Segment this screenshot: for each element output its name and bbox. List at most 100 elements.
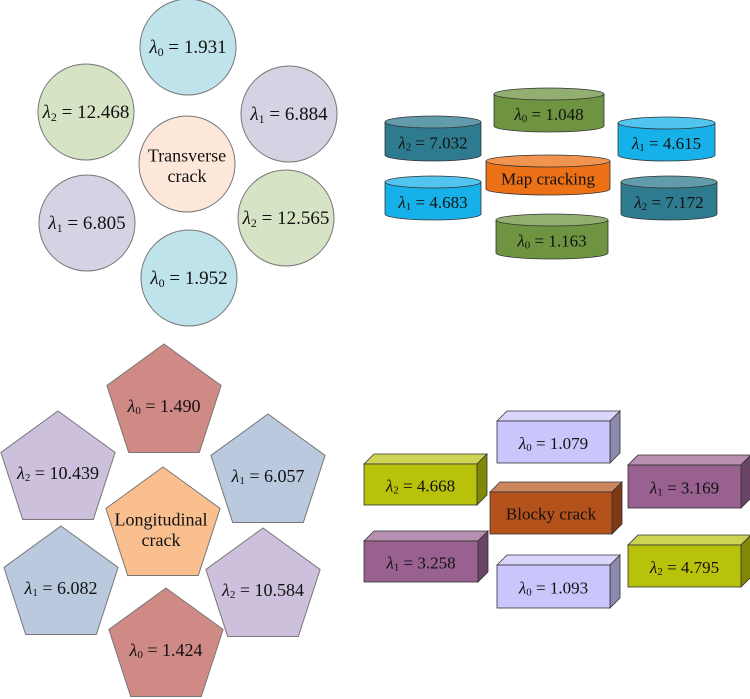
cylinder-top xyxy=(617,116,716,130)
cylinder-body xyxy=(384,121,482,162)
equals-sign: = xyxy=(164,37,184,58)
eigenvalue-value: 6.057 xyxy=(264,466,305,486)
eigenvalue-label: λ0 = 1.093 xyxy=(518,578,588,599)
lambda-subscript: 2 xyxy=(406,142,412,154)
box-node xyxy=(627,534,750,588)
lambda-symbol: λ xyxy=(221,580,230,600)
lambda-subscript: 0 xyxy=(526,587,532,599)
center-label: Transverse crack xyxy=(148,145,226,186)
equals-sign: = xyxy=(265,104,285,125)
circle-node xyxy=(38,174,136,272)
eigenvalue-value: 1.931 xyxy=(184,37,227,58)
box-node xyxy=(363,453,488,506)
eigenvalue-label: λ1 = 3.258 xyxy=(385,553,455,574)
equals-sign: = xyxy=(63,213,83,234)
box-side xyxy=(609,554,621,609)
equals-sign: = xyxy=(165,268,185,289)
box-top xyxy=(363,530,489,542)
eigenvalue-label: λ0 = 1.079 xyxy=(518,434,588,455)
lambda-subscript: 2 xyxy=(51,110,57,124)
box-top xyxy=(363,453,488,465)
circle-node xyxy=(240,65,338,163)
lambda-subscript: 2 xyxy=(230,589,236,601)
cylinder-body xyxy=(384,181,482,221)
eigenvalue-label: λ1 = 4.615 xyxy=(631,134,701,155)
eigenvalue-value: 1.424 xyxy=(162,640,203,660)
eigenvalue-value: 4.615 xyxy=(663,134,701,153)
eigenvalue-value: 6.082 xyxy=(57,578,98,598)
eigenvalue-value: 7.172 xyxy=(665,193,703,212)
lambda-subscript: 0 xyxy=(159,276,165,290)
lambda-subscript: 1 xyxy=(639,142,645,154)
lambda-symbol: λ xyxy=(127,396,136,416)
eigenvalue-label: λ2 = 12.565 xyxy=(242,208,330,231)
eigenvalue-label: λ0 = 1.952 xyxy=(149,268,227,291)
equals-sign: = xyxy=(532,434,550,453)
cylinder-top xyxy=(495,213,609,227)
transverse-center-circle xyxy=(138,115,236,213)
eigenvalue-value: 7.032 xyxy=(429,133,467,152)
equals-sign: = xyxy=(57,102,77,123)
eigenvalue-value: 1.490 xyxy=(160,396,201,416)
box-front xyxy=(627,544,742,588)
box-front xyxy=(496,420,611,464)
eigenvalue-label: λ2 = 4.795 xyxy=(649,558,719,579)
cylinder-top xyxy=(620,175,718,189)
eigenvalue-value: 6.884 xyxy=(285,104,328,125)
box-top xyxy=(489,481,623,493)
equals-sign: = xyxy=(399,476,417,495)
center-label-line: crack xyxy=(168,166,207,186)
lambda-symbol: λ xyxy=(16,463,25,483)
lambda-subscript: 1 xyxy=(259,112,265,126)
eigenvalue-label: λ2 = 10.584 xyxy=(221,580,304,601)
equals-sign: = xyxy=(530,231,548,250)
lambda-subscript: 2 xyxy=(642,201,648,213)
equals-sign: = xyxy=(411,193,429,212)
lambda-symbol: λ xyxy=(47,213,56,234)
longitudinal-center-pentagon xyxy=(105,466,221,576)
box-node xyxy=(496,410,621,464)
equals-sign: = xyxy=(532,578,550,597)
eigenvalue-value: 4.795 xyxy=(681,558,719,577)
eigenvalue-value: 10.584 xyxy=(254,580,304,600)
equals-sign: = xyxy=(245,466,264,486)
center-label-line: Transverse xyxy=(148,145,226,165)
lambda-symbol: λ xyxy=(385,476,393,495)
box-node xyxy=(627,454,750,509)
lambda-symbol: λ xyxy=(148,37,157,58)
equals-sign: = xyxy=(38,578,57,598)
lambda-symbol: λ xyxy=(149,268,158,289)
equals-sign: = xyxy=(527,105,545,124)
eigenvalue-label: λ1 = 3.169 xyxy=(649,478,719,499)
lambda-subscript: 1 xyxy=(406,201,412,213)
box-front xyxy=(489,491,613,535)
box-front xyxy=(363,540,479,583)
lambda-symbol: λ xyxy=(631,134,639,153)
cylinder-top xyxy=(384,115,482,129)
equals-sign: = xyxy=(645,134,663,153)
lambda-subscript: 2 xyxy=(657,566,663,578)
eigenvalue-label: λ1 = 4.683 xyxy=(397,193,467,214)
eigenvalue-label: λ2 = 12.468 xyxy=(42,102,130,125)
equals-sign: = xyxy=(143,640,162,660)
box-top xyxy=(496,554,621,566)
equals-sign: = xyxy=(663,558,681,577)
box-top xyxy=(627,454,750,466)
eigenvalue-value: 4.668 xyxy=(417,476,455,495)
pentagon-node xyxy=(3,525,119,635)
pentagon-node xyxy=(108,587,224,697)
center-label: Blocky crack xyxy=(506,505,597,524)
equals-sign: = xyxy=(30,463,49,483)
center-label-line: crack xyxy=(142,530,181,550)
lambda-subscript: 2 xyxy=(393,485,399,497)
cylinder-body xyxy=(493,93,605,133)
eigenvalue-value: 3.258 xyxy=(417,553,455,572)
lambda-subscript: 1 xyxy=(657,487,663,499)
equals-sign: = xyxy=(663,478,681,497)
lambda-symbol: λ xyxy=(518,578,526,597)
lambda-subscript: 2 xyxy=(251,216,257,230)
lambda-subscript: 0 xyxy=(522,113,528,125)
cylinder-body xyxy=(620,181,718,221)
